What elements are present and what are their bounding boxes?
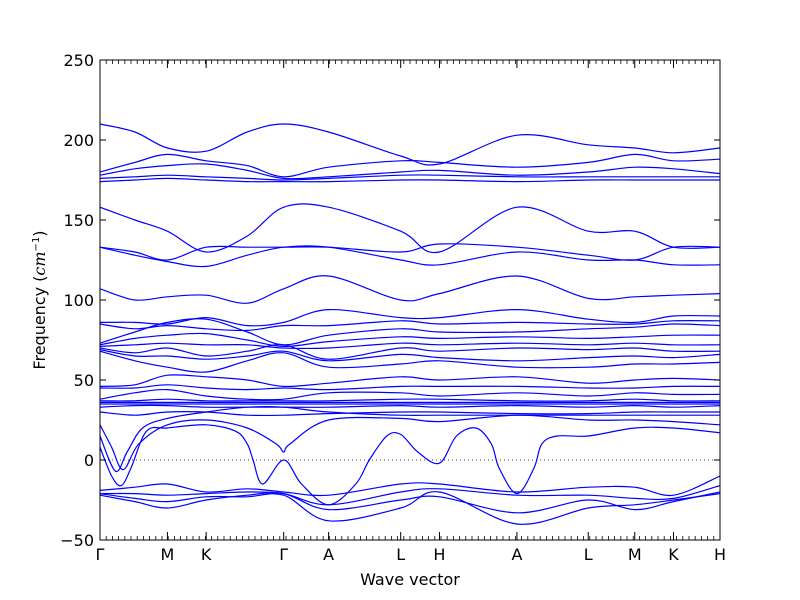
band-line-32 — [100, 491, 720, 525]
x-tick-label: K — [668, 545, 679, 564]
x-tick-label: Γ — [96, 545, 105, 564]
x-tick-label: Γ — [279, 545, 288, 564]
band-line-2 — [100, 153, 720, 178]
band-line-1 — [100, 123, 720, 166]
x-tick-label: A — [323, 545, 334, 564]
x-tick-label: M — [161, 545, 175, 564]
band-line-21 — [100, 398, 720, 402]
band-line-30 — [100, 485, 720, 506]
band-line-19 — [100, 384, 720, 391]
y-tick-label: 150 — [63, 211, 94, 230]
y-axis-ticks: −50 0 50 100 150 200 250 — [60, 51, 720, 550]
y-axis-label-suffix: ) — [30, 230, 49, 236]
x-minor-ticks — [99, 60, 721, 540]
x-tick-label: H — [714, 545, 726, 564]
band-line-14 — [100, 342, 720, 350]
x-tick-label: L — [584, 545, 593, 564]
y-tick-label: 250 — [63, 51, 94, 70]
band-line-13 — [100, 332, 720, 348]
band-line-26 — [100, 406, 720, 473]
band-line-17 — [100, 350, 720, 373]
band-line-27 — [100, 414, 720, 471]
band-line-16 — [100, 349, 720, 362]
band-line-28 — [100, 424, 720, 506]
x-axis-label: Wave vector — [360, 570, 460, 589]
y-axis-label: Frequency (cm−1) — [30, 230, 49, 369]
band-line-25 — [100, 411, 720, 417]
y-tick-label: −50 — [60, 531, 94, 550]
y-tick-label: 50 — [74, 371, 94, 390]
y-axis-label-prefix: Frequency ( — [30, 276, 49, 370]
band-line-31 — [100, 491, 720, 514]
band-line-8 — [100, 245, 720, 268]
band-line-20 — [100, 388, 720, 401]
x-tick-label: M — [628, 545, 642, 564]
band-line-6 — [100, 203, 720, 254]
band-line-11 — [100, 319, 720, 332]
band-line-10 — [100, 308, 720, 327]
band-line-15 — [100, 344, 720, 360]
y-axis-label-exponent: −1 — [31, 237, 42, 252]
band-line-3 — [100, 163, 720, 180]
band-lines — [100, 123, 720, 525]
band-line-5 — [100, 177, 720, 183]
y-tick-label: 100 — [63, 291, 94, 310]
x-tick-label: A — [511, 545, 522, 564]
plot-background — [100, 60, 720, 540]
band-line-9 — [100, 275, 720, 304]
band-line-18 — [100, 374, 720, 388]
band-line-24 — [100, 404, 720, 408]
band-line-29 — [100, 475, 720, 497]
band-line-4 — [100, 174, 720, 181]
x-tick-label: K — [201, 545, 212, 564]
y-axis-label-unit: cm — [30, 251, 49, 275]
x-tick-label: H — [433, 545, 445, 564]
y-tick-label: 0 — [84, 451, 94, 470]
x-tick-label: L — [396, 545, 405, 564]
y-tick-label: 200 — [63, 131, 94, 150]
plot-frame — [99, 59, 721, 541]
band-line-12 — [100, 318, 720, 346]
